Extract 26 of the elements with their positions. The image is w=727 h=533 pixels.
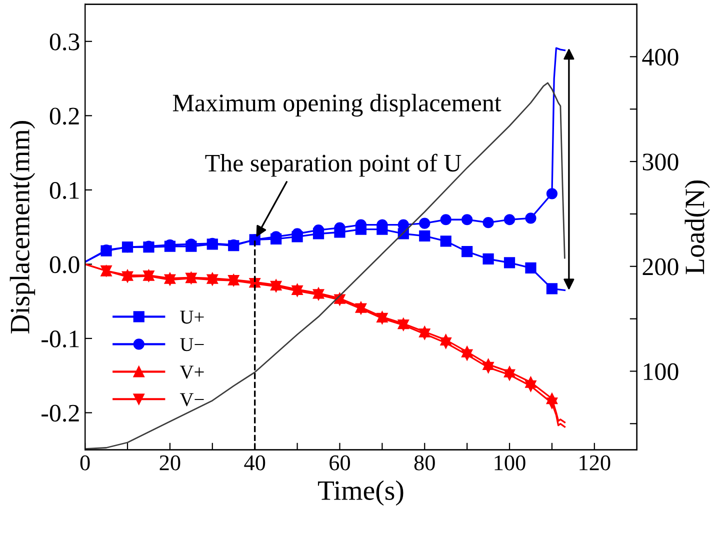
- y-tick-label: 0.2: [50, 108, 79, 125]
- x-tick-label: 120: [580, 455, 610, 470]
- y-tick-label: 0.3: [50, 33, 80, 50]
- x-tick-label: 100: [494, 455, 526, 470]
- x-tick-label: 80: [414, 455, 435, 470]
- legend-label: V−: [180, 393, 204, 406]
- y2-axis-title: Load(N): [684, 180, 710, 274]
- y2-tick-label: 400: [642, 48, 678, 66]
- y2-tick-label: 200: [642, 258, 678, 276]
- y2-tick-label: 300: [642, 154, 678, 170]
- legend-label: U−: [180, 338, 204, 352]
- y-tick-label: -0.1: [42, 330, 79, 348]
- legend-label: V+: [180, 366, 204, 379]
- y-tick-label: 0.1: [50, 182, 79, 199]
- x-tick-label: 20: [160, 455, 180, 470]
- y2-tick-label: 100: [644, 363, 678, 380]
- x-tick-label: 0: [80, 455, 90, 470]
- x-axis-title: Time(s): [318, 480, 404, 506]
- legend-label: U+: [180, 310, 204, 324]
- y-tick-label: 0.0: [50, 256, 80, 274]
- y-tick-label: -0.2: [42, 404, 79, 422]
- annotation: Maximum opening displacement: [172, 94, 502, 117]
- annotation: The separation point of U: [205, 154, 462, 177]
- x-tick-label: 60: [330, 455, 350, 470]
- y-axis-title: Displacement(mm): [10, 121, 36, 334]
- x-tick-label: 40: [244, 455, 266, 470]
